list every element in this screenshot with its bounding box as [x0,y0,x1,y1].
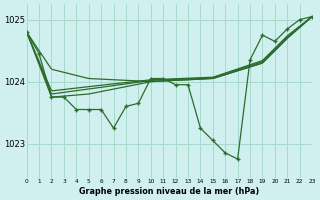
X-axis label: Graphe pression niveau de la mer (hPa): Graphe pression niveau de la mer (hPa) [79,187,260,196]
